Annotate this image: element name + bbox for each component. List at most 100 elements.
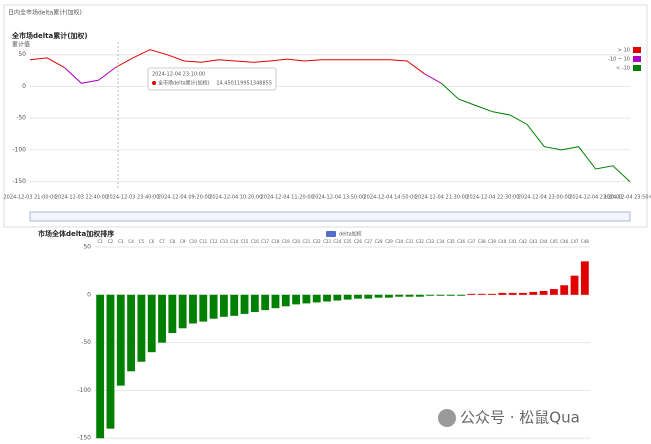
x-tick-label: C43 [529, 239, 537, 244]
bar [426, 294, 435, 296]
x-tick-label: C3 [118, 239, 124, 244]
y-tick-label: 0 [22, 83, 26, 90]
x-tick-label: C48 [581, 239, 589, 244]
bar [446, 294, 455, 296]
x-tick-label: C37 [467, 239, 475, 244]
bar [127, 294, 136, 372]
x-tick-label: C47 [571, 239, 579, 244]
x-tick-label: 2024-12-04 11:20:00 [261, 195, 314, 201]
bar [405, 294, 414, 297]
bar [560, 285, 569, 295]
y-axis-label: 累计值 [12, 41, 30, 49]
x-tick-label: C40 [498, 239, 506, 244]
bar [467, 293, 476, 295]
watermark: 公众号 · 松鼠Qua [438, 409, 580, 427]
x-tick-label: 2024-12-04 21:30:00 [415, 195, 468, 201]
x-tick-label: C38 [478, 239, 486, 244]
line-series [441, 82, 631, 183]
y-tick-label: -50 [16, 115, 26, 122]
y-tick-label: -50 [81, 339, 91, 346]
x-tick-label: C44 [540, 239, 548, 244]
bar [240, 294, 249, 314]
x-tick-label: 2024-12-04 13:50:00 [312, 195, 365, 201]
zoom-slider[interactable] [29, 211, 631, 222]
x-tick-label: C5 [139, 239, 145, 244]
x-tick-label: C41 [509, 239, 517, 244]
x-tick-label: C22 [313, 239, 321, 244]
x-tick-label: C15 [241, 239, 249, 244]
line-series [63, 66, 442, 84]
x-tick-label: C19 [282, 239, 290, 244]
bar [168, 294, 177, 334]
watermark-text: 公众号 · 松鼠Qua [460, 409, 580, 427]
x-tick-label: 2024-12-04 10:20:00 [209, 195, 262, 201]
y-tick-label: 0 [87, 291, 91, 298]
legend-label: < -10 [616, 66, 630, 72]
y-tick-label: -100 [77, 387, 91, 394]
x-tick-label: C33 [426, 239, 434, 244]
legend-swatch [326, 231, 336, 237]
bar [498, 292, 507, 295]
x-tick-label: C27 [364, 239, 372, 244]
bar [477, 293, 486, 295]
x-tick-label: C9 [180, 239, 186, 244]
x-tick-label: 2024-12-03 23:40:00 [106, 195, 159, 201]
x-tick-label: C34 [437, 239, 445, 244]
tooltip-name: 全市场delta累计(加权) [158, 80, 210, 87]
x-tick-label: 2024-12-04 09:20:00 [158, 195, 211, 201]
x-tick-label: C17 [261, 239, 269, 244]
y-tick-label: 50 [18, 51, 26, 58]
legend-label: > 10 [618, 48, 630, 54]
x-tick-label: C32 [416, 239, 424, 244]
x-tick-label: C2 [108, 239, 114, 244]
x-tick-label: C18 [272, 239, 280, 244]
x-tick-label: C23 [323, 239, 331, 244]
x-tick-label: C29 [385, 239, 393, 244]
bar [209, 294, 218, 319]
x-tick-label: C45 [550, 239, 558, 244]
x-tick-label: 2024-12-04 14:50:00 [363, 195, 416, 201]
bar [529, 291, 538, 295]
bar [302, 294, 311, 304]
x-tick-label: C25 [344, 239, 352, 244]
x-tick-label: C26 [354, 239, 362, 244]
card-title: 日内全市场delta累计(加权) [8, 9, 82, 17]
y-tick-label: -150 [77, 435, 91, 442]
line-series [29, 49, 425, 75]
x-tick-label: C46 [560, 239, 568, 244]
x-tick-label: C12 [210, 239, 218, 244]
x-tick-label: C36 [457, 239, 465, 244]
legend-label: -10 ~ 10 [608, 57, 630, 63]
bar [549, 289, 558, 295]
x-tick-label: C35 [447, 239, 455, 244]
x-tick-label: C21 [302, 239, 310, 244]
x-tick-label: 2024-12-04 23:50:00 [603, 195, 651, 201]
bar [189, 294, 197, 324]
x-tick-label: 2024-12-04 23:00:00 [518, 195, 571, 201]
x-tick-label: C16 [251, 239, 259, 244]
x-tick-label: C7 [159, 239, 165, 244]
y-tick-label: 50 [83, 244, 91, 251]
bar [374, 294, 383, 298]
bar [219, 294, 228, 317]
wechat-icon [438, 409, 456, 427]
top-card [3, 4, 648, 228]
x-tick-label: C28 [375, 239, 383, 244]
bar [539, 290, 548, 295]
bar [364, 294, 373, 299]
legend-label: delta加权 [339, 231, 362, 238]
y-tick-label: -150 [12, 178, 26, 185]
x-tick-label: C11 [199, 239, 207, 244]
bar [178, 294, 187, 329]
x-tick-label: 2024-12-03 21:00:00 [3, 195, 56, 201]
bar [333, 294, 342, 301]
bar [106, 294, 115, 429]
legend-swatch [633, 47, 641, 53]
bar [147, 294, 156, 353]
bar [436, 294, 445, 296]
x-tick-label: C31 [406, 239, 414, 244]
bar [354, 294, 362, 299]
x-tick-label: 2024-12-04 22:30:00 [466, 195, 519, 201]
